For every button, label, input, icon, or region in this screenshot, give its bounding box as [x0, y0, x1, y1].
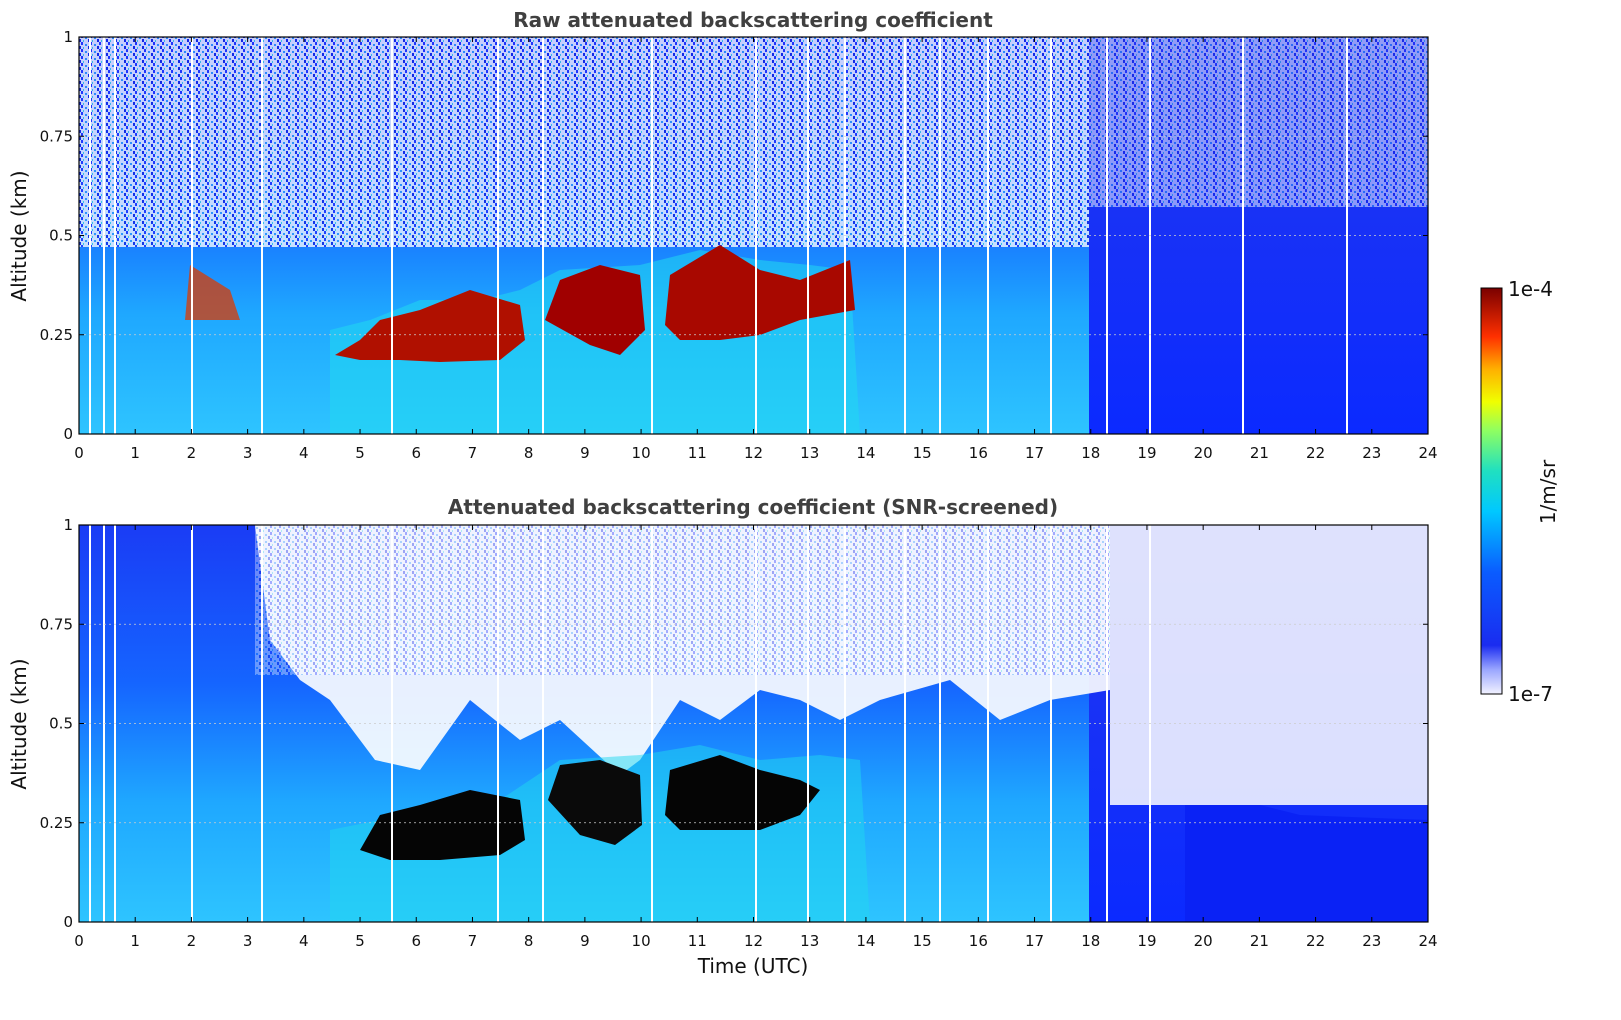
colorbar-min-label: 1e-7 — [1508, 682, 1553, 706]
x-tick-label: 15 — [913, 932, 932, 950]
aerosol-layer-early — [185, 265, 240, 320]
y-tick-label: 0.75 — [40, 127, 73, 145]
ticks-bottom: 0 1 2 3 4 5 6 7 8 9 10 11 12 13 14 15 16 17 18 19 20 21 22 23 24… — [40, 516, 1438, 950]
x-tick-label: 13 — [800, 932, 819, 950]
y-tick-label: 1 — [63, 516, 73, 534]
x-tick-label: 17 — [1025, 444, 1044, 462]
x-tick-label: 7 — [468, 444, 478, 462]
x-tick-label: 15 — [913, 444, 932, 462]
x-tick-label: 8 — [524, 932, 534, 950]
x-tick-label: 10 — [632, 932, 651, 950]
x-tick-label: 14 — [856, 444, 875, 462]
x-tick-label: 6 — [411, 932, 421, 950]
x-tick-label: 16 — [969, 932, 988, 950]
x-tick-label: 17 — [1025, 932, 1044, 950]
colorbar-max-label: 1e-4 — [1508, 277, 1553, 301]
colorbar-unit-label: 1/m/sr — [1536, 459, 1560, 524]
x-tick-label: 9 — [580, 932, 590, 950]
x-tick-label: 21 — [1250, 444, 1269, 462]
x-tick-label: 13 — [800, 444, 819, 462]
x-tick-label: 20 — [1194, 932, 1213, 950]
chart-title-bottom: Attenuated backscattering coefficient (S… — [448, 495, 1058, 519]
ticks-top: 0 1 2 3 4 5 6 7 8 9 10 11 12 13 14 15 16 17 18 19 20 21 22 23 24… — [40, 28, 1438, 462]
x-tick-label: 9 — [580, 444, 590, 462]
x-tick-label: 4 — [299, 444, 309, 462]
x-tick-label: 3 — [243, 932, 253, 950]
y-tick-label: 0.5 — [49, 227, 73, 245]
x-tick-label: 8 — [524, 444, 534, 462]
colorbar-gradient — [1480, 287, 1503, 695]
x-tick-label: 10 — [632, 444, 651, 462]
x-tick-label: 1 — [130, 932, 140, 950]
ylabel-bottom: Altitude (km) — [7, 658, 31, 789]
y-tick-label: 0.25 — [40, 814, 73, 832]
x-tick-label: 16 — [969, 444, 988, 462]
x-tick-label: 22 — [1306, 444, 1325, 462]
xlabel-bottom: Time (UTC) — [697, 954, 809, 978]
x-tick-label: 0 — [74, 932, 84, 950]
x-tick-label: 18 — [1081, 444, 1100, 462]
aerosol-layer-a — [335, 290, 525, 362]
y-tick-label: 0.25 — [40, 326, 73, 344]
x-tick-label: 11 — [688, 932, 707, 950]
x-tick-label: 24 — [1418, 444, 1437, 462]
x-tick-label: 2 — [187, 444, 197, 462]
cloud-layer-b — [548, 760, 642, 845]
aerosol-layer-b — [545, 265, 645, 355]
x-tick-label: 23 — [1362, 444, 1381, 462]
x-tick-label: 4 — [299, 932, 309, 950]
y-tick-label: 0.75 — [40, 615, 73, 633]
x-tick-label: 11 — [688, 444, 707, 462]
screened-speckle — [255, 525, 1110, 675]
x-tick-label: 0 — [74, 444, 84, 462]
noise-field — [79, 37, 1089, 247]
chart-title-top: Raw attenuated backscattering coefficien… — [513, 8, 993, 32]
x-tick-label: 12 — [744, 932, 763, 950]
x-tick-label: 2 — [187, 932, 197, 950]
cloud-layer-a — [360, 790, 525, 860]
x-tick-label: 1 — [130, 444, 140, 462]
night-valid — [1185, 805, 1428, 922]
x-tick-label: 21 — [1250, 932, 1269, 950]
x-tick-label: 5 — [355, 444, 365, 462]
x-tick-label: 5 — [355, 932, 365, 950]
x-tick-label: 6 — [411, 444, 421, 462]
y-tick-label: 0 — [63, 425, 73, 443]
cloud-layer-c — [665, 755, 820, 830]
x-tick-label: 3 — [243, 444, 253, 462]
x-tick-label: 19 — [1137, 932, 1156, 950]
x-tick-label: 23 — [1362, 932, 1381, 950]
heatmap-panel-top: 0 1 2 3 4 5 6 7 8 9 10 11 12 13 14 15 16 17 18 19 20 21 22 23 24… — [7, 28, 1438, 462]
x-tick-label: 12 — [744, 444, 763, 462]
y-tick-label: 0 — [63, 913, 73, 931]
y-tick-label: 0.5 — [49, 715, 73, 733]
x-tick-label: 24 — [1418, 932, 1437, 950]
x-tick-label: 22 — [1306, 932, 1325, 950]
x-tick-label: 19 — [1137, 444, 1156, 462]
y-tick-label: 1 — [63, 28, 73, 46]
x-tick-label: 7 — [468, 932, 478, 950]
ylabel-top: Altitude (km) — [7, 170, 31, 301]
x-tick-label: 20 — [1194, 444, 1213, 462]
colorbar: 1e-4 1e-7 1/m/sr — [1480, 277, 1560, 706]
night-noise — [1089, 37, 1428, 207]
x-tick-label: 14 — [856, 932, 875, 950]
night-screened — [1110, 525, 1428, 805]
x-tick-label: 18 — [1081, 932, 1100, 950]
heatmap-panel-bottom: 0 1 2 3 4 5 6 7 8 9 10 11 12 13 14 15 16 17 18 19 20 21 22 23 24… — [7, 516, 1438, 978]
